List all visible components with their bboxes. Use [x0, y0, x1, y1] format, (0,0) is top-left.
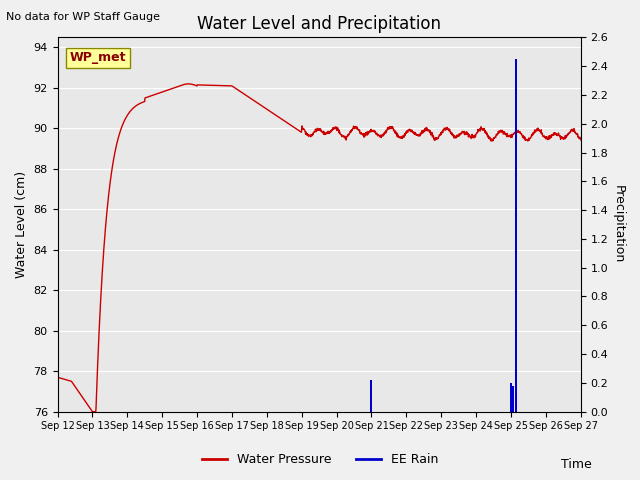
Y-axis label: Water Level (cm): Water Level (cm)	[15, 171, 28, 278]
Bar	[515, 59, 517, 412]
Bar	[371, 380, 372, 412]
Bar	[510, 383, 512, 412]
Text: Time: Time	[561, 458, 591, 471]
Text: WP_met: WP_met	[70, 51, 126, 64]
Title: Water Level and Precipitation: Water Level and Precipitation	[197, 15, 441, 33]
Legend: Water Pressure, EE Rain: Water Pressure, EE Rain	[196, 448, 444, 471]
Bar	[511, 386, 514, 412]
Text: No data for WP Staff Gauge: No data for WP Staff Gauge	[6, 12, 161, 22]
Y-axis label: Precipitation: Precipitation	[612, 185, 625, 264]
